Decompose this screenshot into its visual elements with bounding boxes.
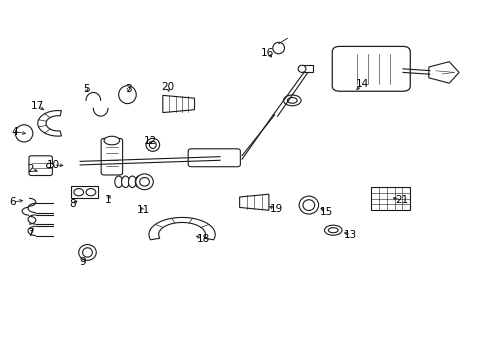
Text: 19: 19	[269, 204, 282, 215]
Text: 17: 17	[31, 102, 44, 112]
Text: 18: 18	[196, 234, 209, 244]
Polygon shape	[239, 194, 268, 210]
Ellipse shape	[283, 95, 301, 106]
Ellipse shape	[272, 42, 284, 54]
Bar	[303, 65, 312, 72]
Ellipse shape	[299, 196, 318, 214]
Polygon shape	[163, 95, 194, 113]
Ellipse shape	[142, 176, 150, 188]
Ellipse shape	[82, 248, 92, 257]
Text: 4: 4	[11, 127, 18, 136]
Ellipse shape	[136, 174, 153, 190]
Ellipse shape	[135, 176, 143, 188]
Ellipse shape	[128, 176, 136, 188]
Ellipse shape	[86, 189, 96, 196]
FancyBboxPatch shape	[101, 138, 122, 175]
Text: 16: 16	[261, 48, 274, 58]
Bar	[370, 187, 409, 210]
Text: 15: 15	[319, 207, 332, 217]
Ellipse shape	[104, 136, 120, 145]
Text: 21: 21	[394, 195, 407, 205]
Ellipse shape	[79, 244, 96, 260]
Ellipse shape	[15, 125, 33, 142]
Ellipse shape	[303, 200, 314, 211]
Text: 14: 14	[355, 79, 368, 89]
Text: 2: 2	[27, 164, 34, 174]
Text: 12: 12	[144, 136, 157, 146]
Text: 3: 3	[125, 84, 131, 94]
Ellipse shape	[287, 98, 297, 103]
Ellipse shape	[122, 176, 129, 188]
Circle shape	[46, 163, 53, 168]
Text: 1: 1	[104, 195, 111, 205]
Text: 20: 20	[161, 82, 174, 93]
Text: 5: 5	[82, 84, 89, 94]
FancyBboxPatch shape	[188, 149, 240, 167]
Ellipse shape	[140, 177, 149, 186]
Text: 7: 7	[26, 228, 33, 238]
Bar	[71, 186, 98, 198]
Ellipse shape	[149, 141, 156, 148]
Ellipse shape	[328, 228, 337, 233]
FancyBboxPatch shape	[331, 46, 409, 91]
Text: 6: 6	[10, 197, 16, 207]
Ellipse shape	[74, 189, 83, 196]
Polygon shape	[38, 111, 61, 136]
FancyBboxPatch shape	[29, 156, 52, 176]
Text: 8: 8	[69, 199, 76, 210]
Polygon shape	[149, 217, 215, 240]
Text: 9: 9	[79, 257, 86, 267]
Ellipse shape	[146, 138, 159, 151]
Ellipse shape	[298, 65, 305, 72]
Polygon shape	[428, 62, 458, 83]
Ellipse shape	[115, 176, 122, 188]
Text: 11: 11	[136, 206, 149, 216]
Ellipse shape	[324, 225, 341, 235]
Text: 13: 13	[344, 230, 357, 239]
Text: 10: 10	[47, 160, 60, 170]
Ellipse shape	[119, 86, 136, 104]
